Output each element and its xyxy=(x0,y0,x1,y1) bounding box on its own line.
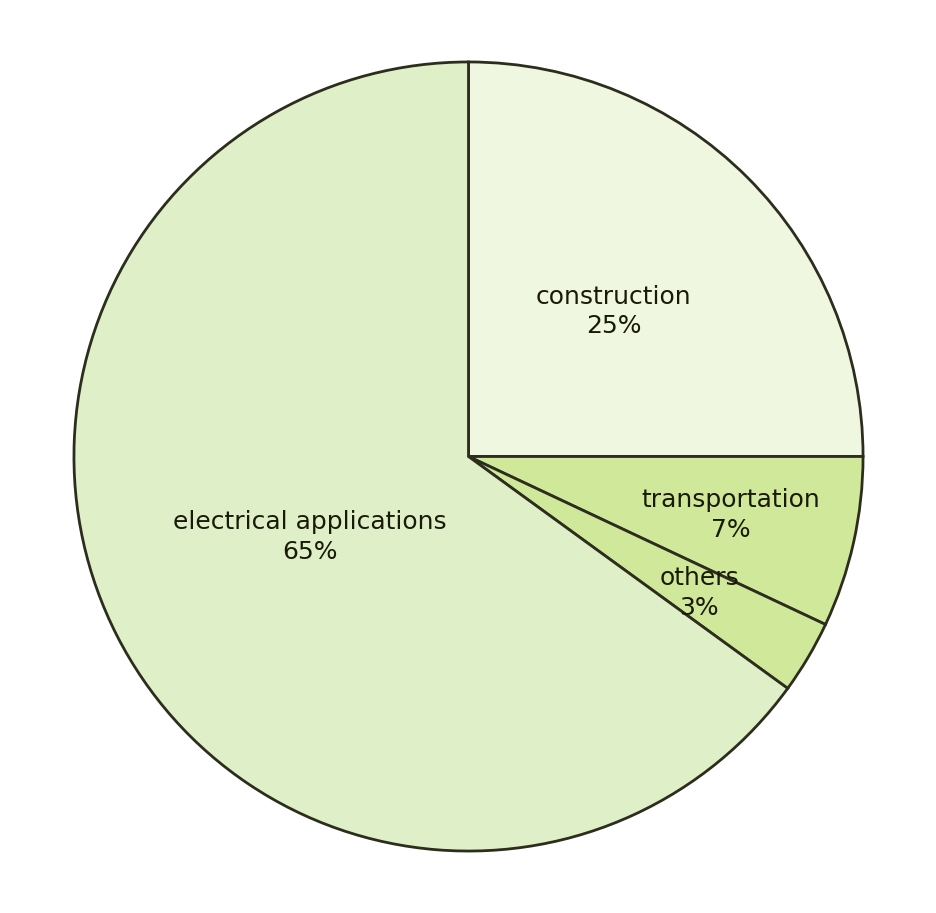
Text: construction
25%: construction 25% xyxy=(535,285,691,339)
Text: electrical applications
65%: electrical applications 65% xyxy=(173,510,446,564)
Wedge shape xyxy=(468,456,825,688)
Text: transportation
7%: transportation 7% xyxy=(640,488,819,542)
Wedge shape xyxy=(74,62,787,851)
Text: others
3%: others 3% xyxy=(659,566,739,620)
Wedge shape xyxy=(468,456,862,624)
Wedge shape xyxy=(468,62,862,456)
